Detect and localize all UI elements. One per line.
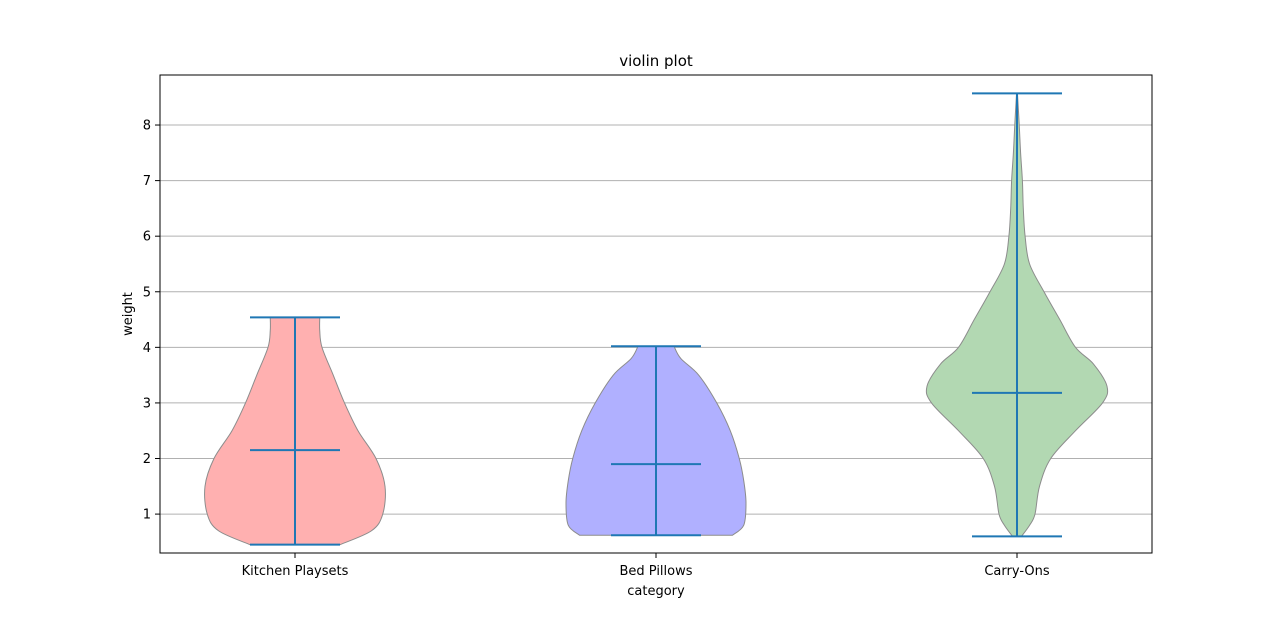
- x-tick-label: Kitchen Playsets: [242, 564, 349, 579]
- chart-title: violin plot: [619, 52, 693, 70]
- y-tick-label: 5: [143, 285, 151, 300]
- y-tick-label: 4: [143, 341, 151, 356]
- x-tick-label: Bed Pillows: [619, 564, 692, 579]
- x-tick-label: Carry-Ons: [984, 564, 1049, 579]
- x-axis-label: category: [627, 584, 685, 599]
- y-tick-label: 6: [143, 230, 151, 245]
- y-tick-label: 3: [143, 396, 151, 411]
- y-axis-label: weight: [121, 292, 136, 336]
- y-tick-label: 2: [143, 452, 151, 467]
- y-tick-label: 7: [143, 174, 151, 189]
- y-tick-label: 1: [143, 508, 151, 523]
- y-tick-label: 8: [143, 119, 151, 134]
